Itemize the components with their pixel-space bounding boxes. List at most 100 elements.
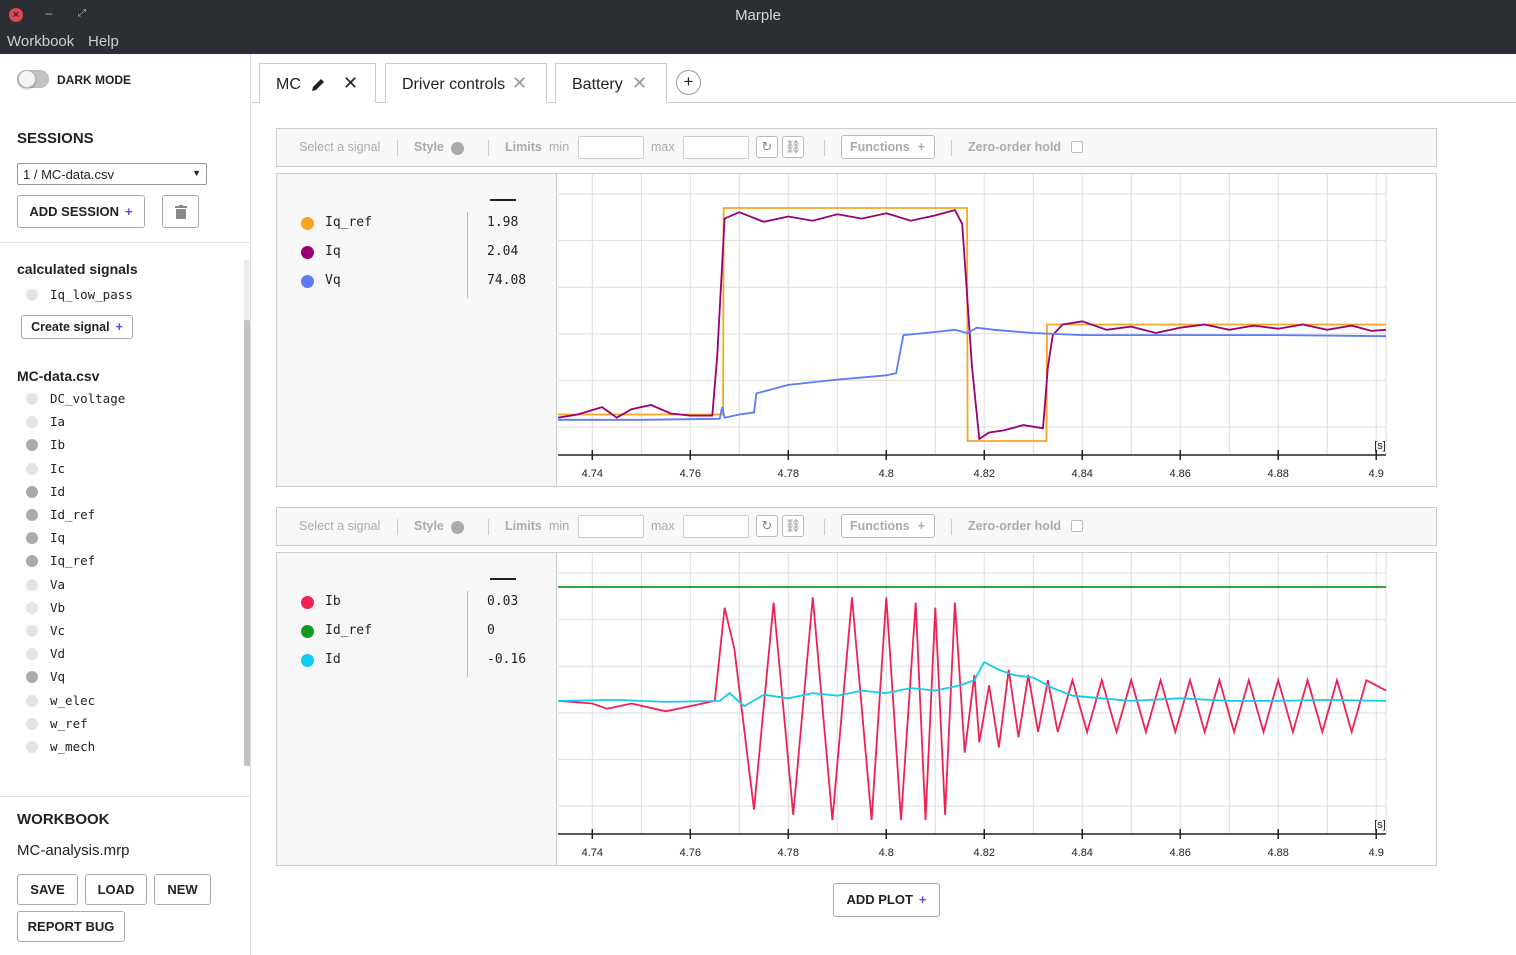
tab-mc[interactable]: MC ✕	[259, 63, 376, 103]
add-plot-label: ADD PLOT	[846, 892, 913, 907]
reset-limits-icon[interactable]: ↻	[756, 515, 778, 537]
legend-item[interactable]: Ib 0.03	[301, 593, 531, 613]
x-tick-label: 4.88	[1268, 468, 1289, 480]
chart-area[interactable]: 4.74 4.76 4.78 4.8 4.82 4.84 4.86 4.88 4.9 [s]	[557, 174, 1436, 486]
menu-help[interactable]: Help	[88, 33, 119, 50]
signal-toggle-dot[interactable]	[26, 485, 38, 498]
min-limit-input[interactable]	[578, 136, 644, 159]
plot-legend: Ib 0.03 Id_ref 0 Id -0.16	[277, 553, 557, 865]
signal-toggle-dot[interactable]	[26, 671, 38, 684]
report-bug-button[interactable]: REPORT BUG	[17, 911, 125, 942]
add-tab-button[interactable]: +	[676, 70, 701, 95]
legend-separator	[467, 591, 468, 677]
signal-toggle-dot[interactable]	[26, 741, 38, 753]
sidebar-scroll-thumb[interactable]	[244, 320, 250, 766]
legend-signal-name: Ib	[325, 594, 341, 609]
add-session-label: ADD SESSION	[29, 204, 119, 219]
signal-label: Iq_low_pass	[50, 287, 133, 302]
session-select[interactable]: 1 / MC-data.csv ▼	[17, 163, 207, 185]
x-tick-label: 4.76	[680, 468, 701, 480]
delete-session-button[interactable]	[162, 195, 199, 228]
zero-order-hold-checkbox[interactable]	[1071, 141, 1083, 153]
close-tab-icon[interactable]: ✕	[512, 73, 528, 93]
legend-item[interactable]: Iq 2.04	[301, 243, 531, 263]
max-limit-input[interactable]	[683, 136, 749, 159]
signal-toggle-dot[interactable]	[26, 439, 38, 452]
min-limit-input[interactable]	[578, 515, 644, 538]
select-signal-input[interactable]: Select a signal	[299, 140, 381, 154]
legend-color-dot	[301, 654, 314, 667]
signal-toggle-dot[interactable]	[26, 601, 38, 614]
separator	[397, 140, 398, 156]
zero-order-hold-label: Zero-order hold	[968, 519, 1062, 533]
signal-toggle-dot[interactable]	[26, 289, 38, 301]
style-label: Style	[414, 140, 444, 154]
save-button[interactable]: SAVE	[17, 874, 78, 905]
legend-item[interactable]: Id_ref 0	[301, 622, 531, 642]
legend-item[interactable]: Vq 74.08	[301, 272, 531, 292]
signal-toggle-dot[interactable]	[26, 717, 38, 730]
dark-mode-toggle[interactable]	[17, 70, 49, 88]
signal-toggle-dot[interactable]	[26, 416, 38, 429]
workbook-name: MC-analysis.mrp	[17, 842, 130, 859]
link-limits-icon[interactable]: ⛓	[782, 136, 804, 158]
functions-button[interactable]: Functions +	[841, 514, 935, 538]
x-tick-label: 4.74	[582, 468, 603, 480]
add-session-button[interactable]: ADD SESSION +	[17, 195, 145, 228]
separator	[488, 519, 489, 535]
signal-toggle-dot[interactable]	[26, 625, 38, 637]
x-axis-unit-label: [s]	[1374, 440, 1386, 452]
title-bar: × – ⤢ Marple	[0, 0, 1516, 30]
max-limit-input[interactable]	[683, 515, 749, 538]
select-signal-input[interactable]: Select a signal	[299, 519, 381, 533]
plus-icon: +	[917, 140, 926, 154]
x-tick-label: 4.88	[1268, 847, 1289, 859]
series-line-Vq[interactable]	[558, 326, 1387, 421]
menu-workbook[interactable]: Workbook	[7, 33, 75, 50]
tab-battery[interactable]: Battery ✕	[555, 63, 667, 103]
chart-area[interactable]: 4.74 4.76 4.78 4.8 4.82 4.84 4.86 4.88 4.9 [s]	[557, 553, 1436, 865]
signal-toggle-dot[interactable]	[26, 578, 38, 591]
legend-signal-value: 0.03	[487, 594, 519, 609]
style-color-picker[interactable]	[451, 521, 464, 534]
signal-label: Vq	[50, 669, 66, 685]
signal-toggle-dot[interactable]	[26, 462, 38, 475]
close-window-icon[interactable]: ×	[9, 8, 23, 22]
edit-pencil-icon[interactable]	[311, 77, 326, 92]
plot-legend: Iq_ref 1.98 Iq 2.04 Vq 74.08	[277, 174, 557, 486]
create-signal-label: Create signal	[31, 320, 110, 334]
legend-item[interactable]: Iq_ref 1.98	[301, 214, 531, 234]
close-tab-icon[interactable]: ✕	[632, 73, 648, 93]
trash-icon	[175, 205, 187, 219]
create-signal-button[interactable]: Create signal +	[21, 315, 133, 339]
legend-item[interactable]: Id -0.16	[301, 651, 531, 671]
signal-label: Iq_ref	[50, 553, 96, 569]
maximize-window-icon[interactable]: ⤢	[78, 8, 86, 19]
minimize-window-icon[interactable]: –	[45, 6, 53, 20]
reset-limits-icon[interactable]: ↻	[756, 136, 778, 158]
new-button[interactable]: NEW	[154, 874, 211, 905]
close-tab-icon[interactable]: ✕	[343, 73, 359, 93]
plot-1: Iq_ref 1.98 Iq 2.04 Vq 74.08 4.74 4.76 4.78 4.8 4…	[276, 173, 1437, 487]
legend-signal-value: 2.04	[487, 244, 519, 259]
signal-toggle-dot[interactable]	[26, 555, 38, 568]
tab-driver-controls[interactable]: Driver controls ✕	[385, 63, 547, 103]
signal-toggle-dot[interactable]	[26, 532, 38, 545]
x-tick-label: 4.9	[1369, 847, 1384, 859]
functions-button[interactable]: Functions +	[841, 135, 935, 159]
link-limits-icon[interactable]: ⛓	[782, 515, 804, 537]
series-line-Iq[interactable]	[557, 209, 1387, 441]
series-line-Id[interactable]	[557, 660, 1387, 708]
series-line-Iq_ref[interactable]	[558, 207, 1386, 442]
signal-toggle-dot[interactable]	[26, 509, 38, 521]
add-plot-button[interactable]: ADD PLOT +	[833, 883, 940, 917]
zero-order-hold-checkbox[interactable]	[1071, 520, 1083, 532]
series-line-Ib[interactable]	[557, 597, 1387, 821]
signal-toggle-dot[interactable]	[26, 648, 38, 661]
signal-toggle-dot[interactable]	[26, 393, 38, 405]
signal-toggle-dot[interactable]	[26, 694, 38, 707]
load-button[interactable]: LOAD	[85, 874, 147, 905]
style-color-picker[interactable]	[451, 142, 464, 155]
x-tick-label: 4.8	[879, 847, 894, 859]
plot-2: Ib 0.03 Id_ref 0 Id -0.16 4.74 4.76 4.78 4.8 4.82…	[276, 552, 1437, 866]
